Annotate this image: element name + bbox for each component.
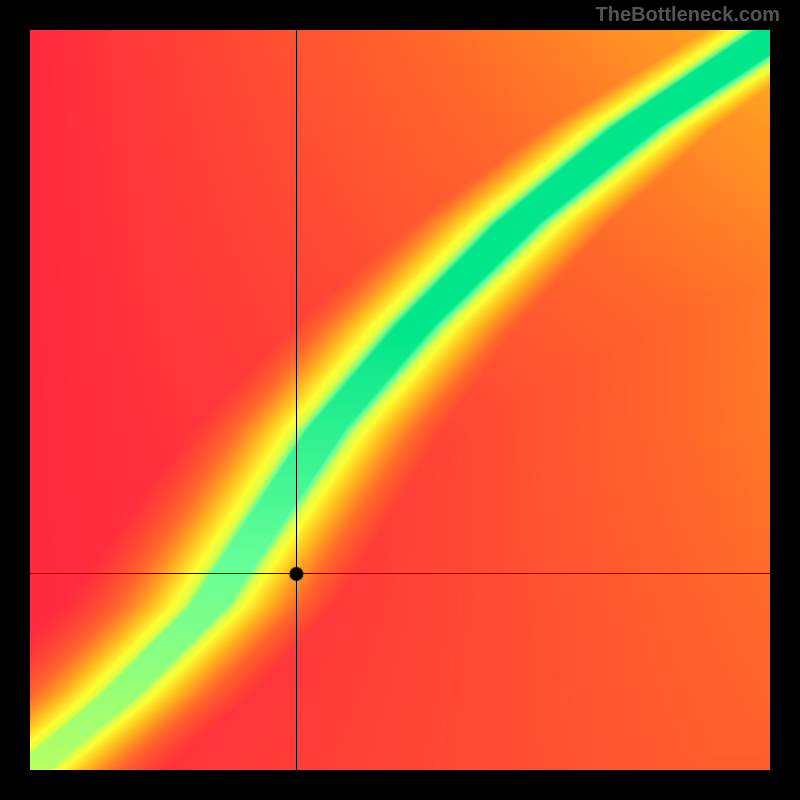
plot-area — [30, 30, 770, 770]
watermark-text: TheBottleneck.com — [596, 4, 780, 27]
marker-canvas — [30, 30, 770, 770]
crosshair-vertical — [296, 30, 297, 770]
crosshair-horizontal — [30, 573, 770, 574]
